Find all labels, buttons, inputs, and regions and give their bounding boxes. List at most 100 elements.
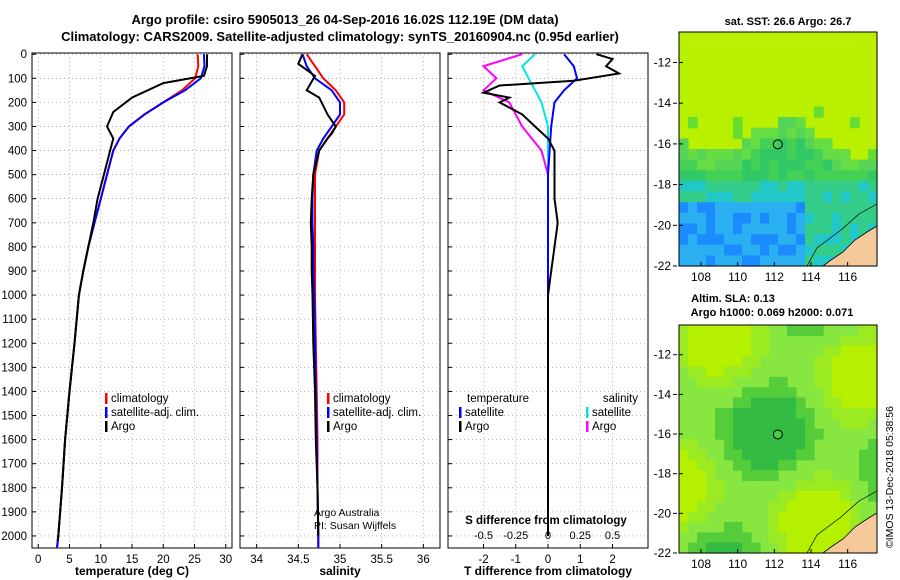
map-cell — [742, 159, 752, 171]
map-cell — [814, 138, 824, 150]
map-cell — [688, 202, 698, 214]
map-cell — [733, 335, 743, 347]
map-cell — [859, 159, 869, 171]
legend-label: Argo — [111, 421, 135, 433]
map-cell — [832, 397, 842, 409]
map-cell — [841, 397, 851, 409]
x-tick-label: 110 — [728, 270, 747, 284]
map-cell — [796, 542, 806, 554]
map-cell — [769, 511, 779, 523]
map-cell — [787, 418, 797, 430]
map-cell — [724, 244, 734, 256]
map-cell — [769, 449, 779, 461]
map-cell — [796, 138, 806, 150]
map-cell — [796, 407, 806, 419]
map-cell — [814, 501, 824, 513]
map-cell — [751, 387, 761, 399]
map-cell — [688, 159, 698, 171]
map-cell — [841, 170, 851, 182]
map-cell — [778, 511, 788, 523]
map-cell — [841, 159, 851, 171]
map-cell — [805, 170, 815, 182]
map-cell — [760, 335, 770, 347]
map-cell — [859, 407, 869, 419]
map-cell — [706, 202, 716, 214]
map-cell — [841, 418, 851, 430]
map-cell — [850, 356, 860, 368]
depth-tick-label: 900 — [8, 266, 27, 278]
depth-tick-label: 1000 — [1, 290, 27, 302]
map-cell — [697, 345, 707, 357]
map-cell — [778, 234, 788, 246]
map-cell — [751, 244, 761, 256]
depth-tick-label: 800 — [8, 242, 27, 254]
map-cell — [760, 180, 770, 193]
map-cell — [814, 202, 824, 214]
map-cell — [733, 244, 743, 256]
map-cell — [814, 376, 824, 388]
y-tick-label: -14 — [654, 96, 672, 110]
x-tick-label: 36 — [417, 554, 430, 566]
map-cell — [787, 202, 797, 214]
map-cell — [787, 542, 797, 554]
map-cell — [832, 244, 842, 256]
map-cell — [814, 521, 824, 533]
map-cell — [787, 532, 797, 544]
map-cell — [742, 212, 752, 224]
legend-label: Argo — [465, 421, 489, 433]
map-cell — [805, 532, 815, 544]
map-cell — [841, 191, 851, 203]
map-cell — [751, 234, 761, 246]
map-cell — [787, 255, 797, 267]
map-cell — [769, 418, 779, 430]
map-cell — [778, 501, 788, 513]
map-cell — [715, 490, 725, 502]
map-cell — [841, 149, 851, 161]
map-cell — [823, 542, 833, 554]
x-tick-label: 108 — [691, 270, 711, 284]
x-axis-label: salinity — [319, 564, 361, 578]
map-cell — [796, 501, 806, 513]
map-cell — [688, 511, 698, 523]
map-cell — [832, 202, 842, 214]
map-cell — [706, 212, 716, 224]
map-cell — [769, 223, 779, 235]
map-cell — [679, 138, 689, 150]
map-cell — [715, 345, 725, 357]
map-cell — [841, 345, 851, 357]
map-cell — [742, 439, 752, 450]
map-cell — [679, 335, 689, 347]
map-cell — [823, 255, 833, 267]
map-cell — [706, 170, 716, 182]
x-tick-label: 2 — [609, 554, 615, 566]
bathymetry-contour — [806, 490, 878, 554]
map-cell — [706, 345, 716, 357]
map-cell — [715, 335, 725, 347]
map-cell — [697, 532, 707, 544]
map-cell — [742, 397, 752, 409]
map-cell — [733, 159, 743, 171]
map-cell — [715, 180, 725, 193]
map-cell — [679, 212, 689, 224]
map-cell — [814, 490, 824, 502]
x-axis-label: T difference from climatology — [464, 564, 632, 578]
map-cell — [805, 127, 815, 139]
map-cell — [724, 449, 734, 461]
depth-tick-label: 2000 — [1, 531, 27, 543]
map-cell — [688, 117, 698, 129]
map-cell — [868, 480, 878, 492]
map-cell — [805, 480, 815, 492]
map-cell — [706, 255, 716, 267]
map-cell — [724, 542, 734, 554]
map-cell — [796, 223, 806, 235]
map-cell — [697, 191, 707, 203]
map-cell — [769, 439, 779, 450]
map-cell — [805, 501, 815, 513]
map-cell — [868, 202, 878, 214]
map-cell — [769, 159, 779, 171]
map-cell — [688, 449, 698, 461]
map-cell — [841, 202, 851, 214]
map-cell — [760, 345, 770, 357]
map-cell — [805, 159, 815, 171]
map-cell — [688, 244, 698, 256]
